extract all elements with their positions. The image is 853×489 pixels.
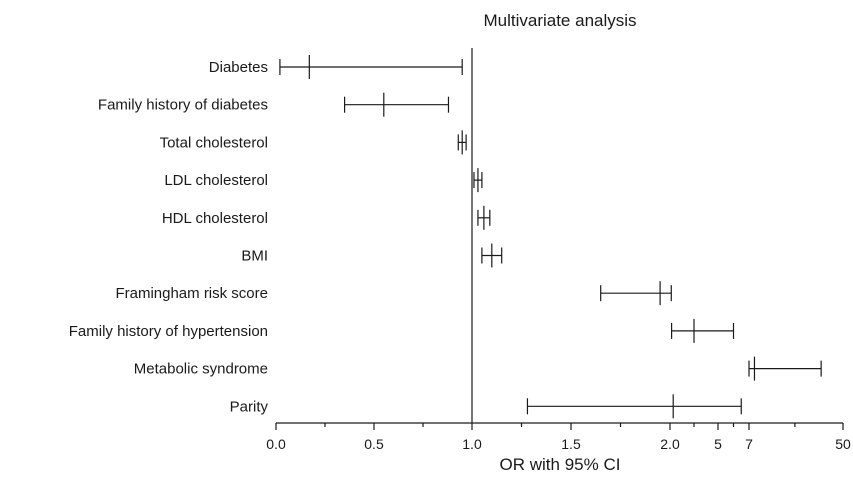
- forest-row: HDL cholesterol: [162, 205, 491, 230]
- x-tick-label: 5: [714, 436, 722, 452]
- row-label: Total cholesterol: [160, 134, 268, 151]
- row-label: HDL cholesterol: [162, 210, 268, 227]
- forest-row: Diabetes: [209, 55, 463, 79]
- x-tick-label: 0.5: [364, 436, 384, 452]
- row-label: Diabetes: [209, 59, 268, 76]
- row-label: BMI: [241, 248, 268, 265]
- forest-row: Total cholesterol: [160, 130, 467, 155]
- x-axis-ticks: 0.0 0.5 1.0 1.5 2.0 5 7 50: [266, 423, 851, 452]
- x-tick-label: 7: [745, 436, 753, 452]
- row-label: Framingham risk score: [115, 285, 268, 302]
- forest-row: Framingham risk score: [115, 281, 672, 306]
- forest-row: Parity: [230, 394, 742, 419]
- chart-title: Multivariate analysis: [483, 11, 636, 30]
- forest-rows: Diabetes Family history of diabetes Total …: [69, 55, 822, 419]
- forest-row: LDL cholesterol: [164, 168, 483, 193]
- row-label: Metabolic syndrome: [134, 361, 268, 378]
- x-tick-label: 2.0: [660, 436, 680, 452]
- row-label: LDL cholesterol: [164, 172, 268, 189]
- row-label: Family history of hypertension: [69, 323, 268, 340]
- x-axis-title: OR with 95% CI: [500, 455, 621, 474]
- forest-row: BMI: [241, 243, 503, 268]
- x-tick-label: 1.5: [561, 436, 581, 452]
- forest-row: Family history of diabetes: [98, 92, 450, 117]
- x-tick-label: 1.0: [462, 436, 482, 452]
- forest-row: Metabolic syndrome: [134, 356, 822, 381]
- row-label: Parity: [230, 398, 269, 415]
- x-tick-label: 0.0: [266, 436, 286, 452]
- row-label: Family history of diabetes: [98, 97, 268, 114]
- forest-row: Family history of hypertension: [69, 318, 735, 343]
- x-tick-label: 50: [835, 436, 851, 452]
